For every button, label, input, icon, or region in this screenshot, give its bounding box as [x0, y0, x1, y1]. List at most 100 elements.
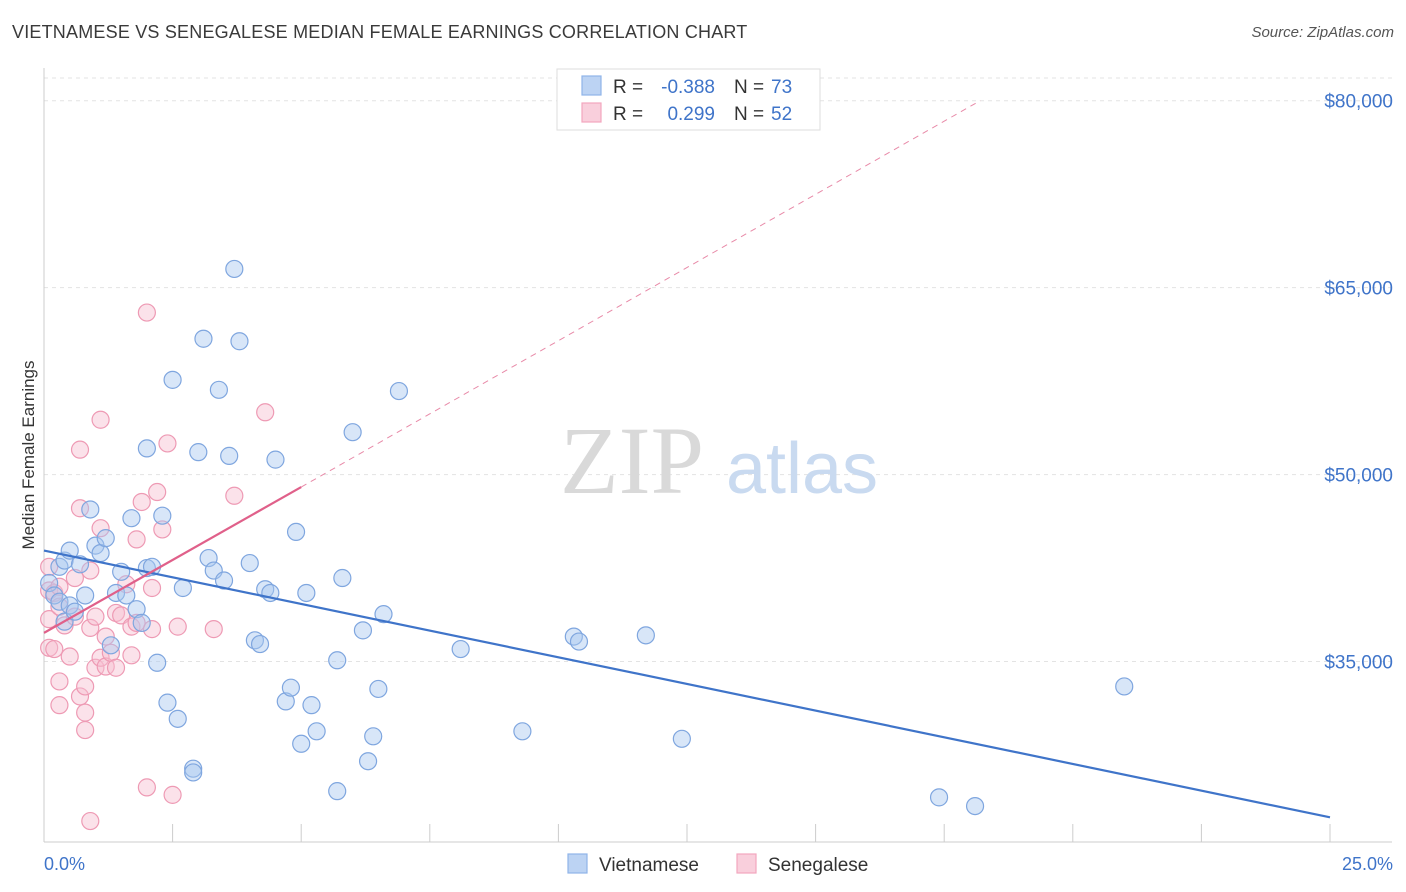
y-tick-label-1: $50,000	[1324, 466, 1393, 487]
senegalese-point-0	[40, 557, 59, 576]
senegalese-point-25	[91, 648, 110, 667]
vietnamese-point-41	[230, 332, 249, 351]
vietnamese-point-26	[153, 506, 172, 525]
vietnamese-point-25	[148, 653, 167, 672]
vietnamese-point-48	[276, 692, 295, 711]
senegalese-point-31	[106, 658, 126, 677]
vietnamese-point-10	[76, 586, 95, 605]
bottom-legend-senegalese: Senegalese	[768, 855, 868, 876]
vietnamese-point-58	[343, 423, 362, 442]
vietnamese-point-64	[389, 381, 409, 401]
senegalese-point-45	[158, 434, 177, 453]
vietnamese-point-28	[163, 370, 182, 389]
senegalese-point-17	[76, 677, 95, 696]
senegalese-point-40	[137, 778, 156, 797]
senegalese-point-16	[70, 687, 90, 706]
senegalese-point-33	[112, 606, 131, 625]
senegalese-point-12	[65, 568, 84, 588]
senegalese-point-8	[50, 672, 69, 691]
vietnamese-point-73	[1115, 677, 1134, 696]
vietnamese-point-61	[364, 727, 383, 746]
grid	[44, 77, 1392, 663]
senegalese-point-36	[127, 530, 146, 549]
vietnamese-point-23	[137, 439, 156, 458]
vietnamese-point-72	[965, 796, 985, 816]
senegalese-point-37	[127, 613, 146, 632]
vietnamese-point-21	[132, 613, 151, 632]
vietnamese-point-15	[101, 636, 120, 655]
vietnamese-point-71	[929, 788, 949, 807]
vietnamese-point-52	[297, 583, 316, 603]
vietnamese-point-14	[96, 529, 115, 548]
legend-n-label-vietnamese: N =	[734, 77, 764, 98]
legend-n-value-senegalese: 52	[771, 104, 792, 125]
senegalese-point-42	[142, 620, 162, 639]
senegalese-point-48	[204, 620, 223, 639]
senegalese-point-19	[76, 703, 95, 722]
senegalese-point-38	[132, 492, 151, 512]
y-axis-title: Median Female Earnings	[19, 361, 38, 550]
vietnamese-point-30	[173, 578, 192, 598]
x-tick-label-max: 25.0%	[1342, 854, 1393, 874]
vietnamese-point-57	[333, 568, 352, 588]
bottom-legend: Vietnamese Senegalese	[567, 853, 868, 876]
bottom-legend-vietnamese: Vietnamese	[599, 855, 699, 876]
senegalese-point-27	[91, 519, 110, 538]
vietnamese-point-39	[220, 446, 239, 465]
vietnamese-point-63	[374, 605, 393, 624]
vietnamese-point-2	[50, 592, 69, 611]
senegalese-point-9	[50, 696, 69, 715]
vietnamese-point-42	[240, 553, 259, 573]
senegalese-point-5	[45, 639, 64, 659]
vietnamese-point-53	[302, 696, 321, 715]
legend-n-value-vietnamese: 73	[771, 77, 792, 98]
legend-swatch-senegalese	[581, 102, 602, 123]
vietnamese-point-50	[286, 522, 306, 542]
watermark-atlas: atlas	[726, 429, 878, 509]
vietnamese-point-44	[250, 634, 270, 654]
vietnamese-point-11	[81, 500, 100, 519]
vietnamese-point-49	[281, 678, 301, 697]
legend-swatch-vietnamese	[581, 75, 602, 96]
trend-lines	[43, 100, 1331, 819]
vietnamese-point-20	[127, 600, 146, 619]
vietnamese-point-37	[209, 380, 228, 399]
y-tick-labels: $35,000 $50,000 $65,000 $80,000	[1324, 92, 1393, 674]
senegalese-point-47	[168, 617, 187, 636]
vietnamese-point-19	[122, 509, 141, 528]
senegalese-point-39	[137, 303, 156, 322]
senegalese-trend-extension	[300, 100, 981, 488]
senegalese-point-22	[81, 811, 100, 831]
senegalese-point-51	[122, 646, 141, 665]
vietnamese-point-60	[358, 752, 378, 771]
vietnamese-point-29	[168, 709, 187, 728]
senegalese-trend-line	[43, 486, 302, 634]
vietnamese-points	[40, 259, 1134, 816]
y-tick-label-3: $80,000	[1324, 92, 1393, 113]
vietnamese-point-51	[292, 734, 311, 753]
vietnamese-point-70	[672, 729, 691, 748]
senegalese-point-11	[60, 647, 79, 666]
vietnamese-trend-line	[43, 549, 1331, 819]
senegalese-point-23	[86, 607, 105, 626]
senegalese-point-20	[81, 561, 100, 580]
x-tick-label-min: 0.0%	[44, 854, 85, 874]
legend-r-value-senegalese: 0.299	[667, 104, 715, 125]
legend-n-label-senegalese: N =	[734, 104, 764, 125]
vietnamese-point-68	[569, 632, 589, 651]
vietnamese-point-62	[369, 679, 388, 699]
vietnamese-point-54	[307, 722, 326, 741]
vietnamese-point-56	[328, 651, 347, 670]
vietnamese-point-40	[225, 259, 244, 279]
senegalese-point-41	[142, 578, 162, 598]
bottom-legend-swatch-senegalese	[736, 853, 757, 874]
bottom-legend-swatch-vietnamese	[567, 853, 588, 874]
vietnamese-point-69	[636, 626, 655, 645]
senegalese-point-49	[225, 486, 244, 505]
senegalese-point-46	[163, 785, 182, 804]
senegalese-point-6	[50, 577, 69, 596]
vietnamese-point-65	[451, 639, 470, 659]
vietnamese-point-27	[158, 693, 177, 712]
legend: R = -0.388 N = 73 R = 0.299 N = 52	[556, 68, 821, 131]
